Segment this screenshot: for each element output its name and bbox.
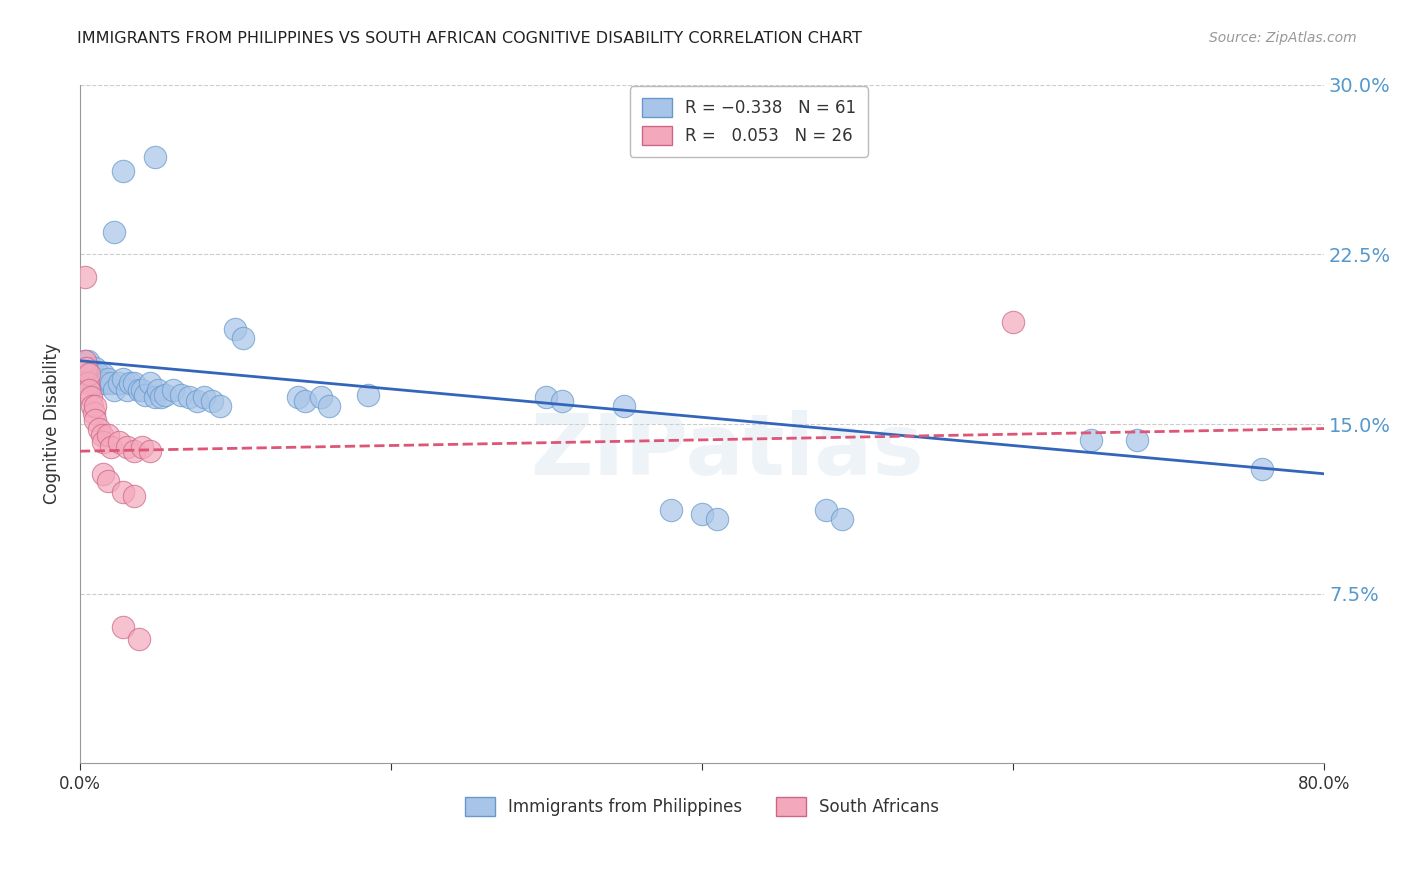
Point	[77, 368, 100, 382]
Point	[287, 390, 309, 404]
Point	[177, 390, 200, 404]
Point	[128, 383, 150, 397]
Point	[87, 368, 110, 382]
Point	[149, 390, 172, 404]
Point	[107, 435, 129, 450]
Point	[118, 376, 141, 391]
Point	[201, 394, 224, 409]
Point	[134, 387, 156, 401]
Point	[131, 383, 153, 397]
Point	[143, 150, 166, 164]
Point	[1126, 433, 1149, 447]
Text: ZIPatlas: ZIPatlas	[530, 409, 924, 492]
Point	[318, 399, 340, 413]
Point	[139, 376, 162, 391]
Point	[115, 440, 138, 454]
Point	[82, 372, 104, 386]
Point	[77, 372, 100, 386]
Point	[170, 387, 193, 401]
Point	[103, 225, 125, 239]
Point	[186, 394, 208, 409]
Y-axis label: Cognitive Disability: Cognitive Disability	[44, 343, 60, 505]
Point	[124, 489, 146, 503]
Point	[112, 620, 135, 634]
Point	[73, 353, 96, 368]
Point	[76, 376, 98, 391]
Point	[97, 428, 120, 442]
Point	[90, 428, 112, 442]
Point	[224, 322, 246, 336]
Point	[90, 376, 112, 391]
Point	[75, 360, 97, 375]
Point	[87, 421, 110, 435]
Point	[97, 372, 120, 386]
Point	[84, 372, 107, 386]
Point	[112, 372, 135, 386]
Point	[84, 360, 107, 375]
Point	[83, 368, 105, 382]
Point	[232, 331, 254, 345]
Point	[80, 376, 103, 391]
Point	[77, 383, 100, 397]
Point	[356, 387, 378, 401]
Point	[100, 376, 122, 391]
Point	[294, 394, 316, 409]
Point	[84, 412, 107, 426]
Point	[91, 435, 114, 450]
Point	[80, 390, 103, 404]
Point	[75, 360, 97, 375]
Point	[1080, 433, 1102, 447]
Point	[86, 376, 108, 391]
Point	[73, 270, 96, 285]
Point	[112, 484, 135, 499]
Text: Source: ZipAtlas.com: Source: ZipAtlas.com	[1209, 31, 1357, 45]
Point	[536, 390, 558, 404]
Point	[100, 440, 122, 454]
Point	[103, 383, 125, 397]
Point	[76, 353, 98, 368]
Point	[97, 474, 120, 488]
Point	[690, 508, 713, 522]
Point	[143, 390, 166, 404]
Point	[706, 512, 728, 526]
Point	[309, 390, 332, 404]
Point	[89, 372, 111, 386]
Point	[155, 387, 177, 401]
Point	[131, 440, 153, 454]
Point	[551, 394, 574, 409]
Point	[107, 376, 129, 391]
Point	[115, 383, 138, 397]
Text: IMMIGRANTS FROM PHILIPPINES VS SOUTH AFRICAN COGNITIVE DISABILITY CORRELATION CH: IMMIGRANTS FROM PHILIPPINES VS SOUTH AFR…	[77, 31, 862, 46]
Point	[84, 399, 107, 413]
Point	[659, 503, 682, 517]
Point	[91, 368, 114, 382]
Point	[91, 467, 114, 481]
Point	[815, 503, 838, 517]
Legend: Immigrants from Philippines, South Africans: Immigrants from Philippines, South Afric…	[458, 790, 946, 822]
Point	[1250, 462, 1272, 476]
Point	[613, 399, 636, 413]
Point	[139, 444, 162, 458]
Point	[83, 406, 105, 420]
Point	[208, 399, 231, 413]
Point	[1001, 315, 1024, 329]
Point	[124, 376, 146, 391]
Point	[831, 512, 853, 526]
Point	[193, 390, 215, 404]
Point	[83, 376, 105, 391]
Point	[124, 444, 146, 458]
Point	[94, 376, 117, 391]
Point	[112, 164, 135, 178]
Point	[128, 632, 150, 646]
Point	[80, 368, 103, 382]
Point	[82, 399, 104, 413]
Point	[73, 353, 96, 368]
Point	[82, 365, 104, 379]
Point	[146, 383, 169, 397]
Point	[77, 360, 100, 375]
Point	[76, 368, 98, 382]
Point	[162, 383, 184, 397]
